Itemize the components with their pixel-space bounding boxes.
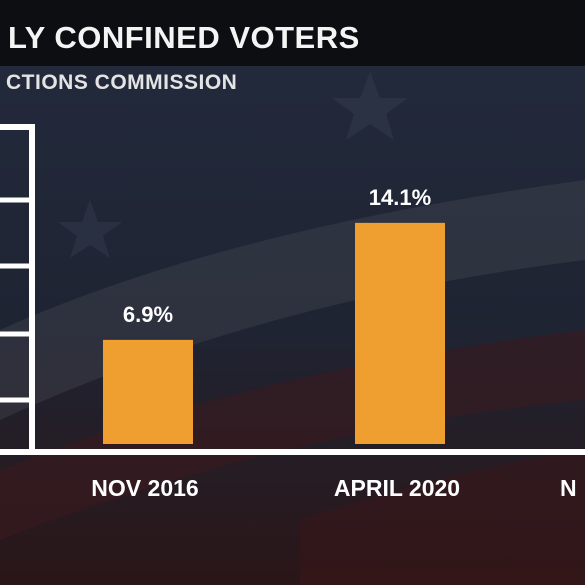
bar	[355, 222, 445, 444]
title-bar	[0, 0, 585, 66]
bar-value-label: 6.9%	[123, 302, 173, 327]
x-tick-label: NOV 2016	[91, 475, 198, 501]
flag-star-shape	[332, 72, 408, 140]
bar-value-label: 14.1%	[369, 185, 431, 210]
x-tick-label: APRIL 2020	[334, 475, 460, 501]
chart-title: LY CONFINED VOTERS	[8, 20, 360, 55]
bar	[103, 339, 193, 444]
x-tick-label: N	[560, 475, 577, 501]
flag-star-shape	[58, 200, 122, 258]
chart-subtitle: CTIONS COMMISSION	[6, 71, 238, 94]
